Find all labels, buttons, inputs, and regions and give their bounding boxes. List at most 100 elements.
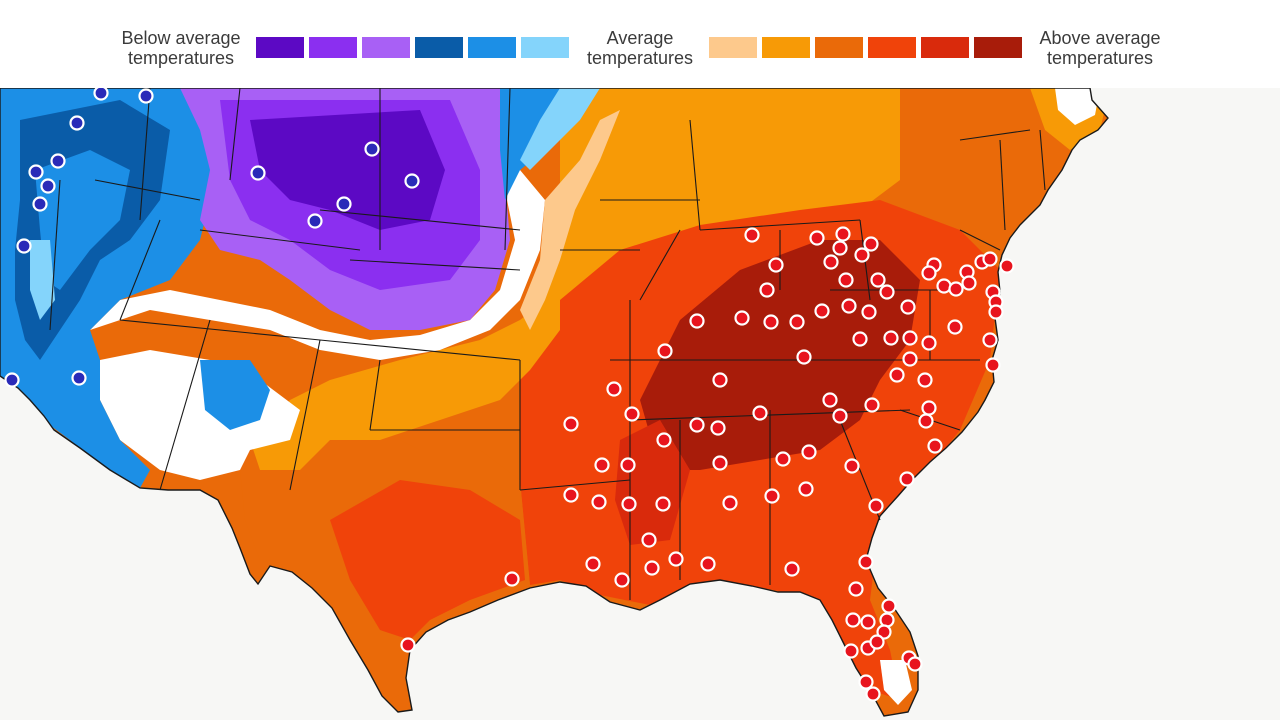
warm-city-marker <box>835 226 851 242</box>
state-border-line <box>639 229 681 301</box>
legend-swatch-above-5 <box>921 37 969 58</box>
warm-city-marker <box>838 272 854 288</box>
warm-city-marker <box>936 278 952 294</box>
warm-city-marker <box>768 257 784 273</box>
warm-city-marker <box>921 400 937 416</box>
warm-city-marker <box>614 572 630 588</box>
cold-city-marker <box>336 196 352 212</box>
warm-city-marker <box>854 247 870 263</box>
warm-city-marker <box>927 438 943 454</box>
warm-city-marker <box>624 406 640 422</box>
warm-city-marker <box>504 571 520 587</box>
cold-city-marker <box>307 213 323 229</box>
legend-swatch-below-5 <box>468 37 516 58</box>
cold-city-marker <box>50 153 66 169</box>
warm-city-marker <box>656 432 672 448</box>
warm-city-marker <box>689 313 705 329</box>
warm-city-marker <box>764 488 780 504</box>
state-border-line <box>94 179 201 201</box>
warm-city-marker <box>868 498 884 514</box>
warm-city-marker <box>784 561 800 577</box>
warm-city-marker <box>921 335 937 351</box>
field-west-mid-blue <box>35 150 130 290</box>
map-canvas <box>0 88 1280 720</box>
warm-city-marker <box>563 416 579 432</box>
warm-city-marker <box>902 330 918 346</box>
cold-city-marker <box>28 164 44 180</box>
warm-city-marker <box>796 349 812 365</box>
field-west-light-blue <box>30 240 55 320</box>
cold-city-marker <box>93 88 109 101</box>
legend-swatch-below-3 <box>362 37 410 58</box>
warm-city-marker <box>921 265 937 281</box>
warm-city-marker <box>907 656 923 672</box>
legend-above-line1: Above average <box>1039 28 1161 48</box>
state-border-line <box>959 129 1031 141</box>
warm-city-marker <box>621 496 637 512</box>
warm-city-marker <box>620 457 636 473</box>
legend-below-line1: Below average <box>121 28 241 48</box>
state-border-line <box>159 319 211 491</box>
field-purple-dark <box>250 110 445 230</box>
warm-city-marker <box>594 457 610 473</box>
warm-city-marker <box>845 612 861 628</box>
field-mississippi-dark-red <box>615 420 690 545</box>
warm-city-marker <box>879 612 895 628</box>
warm-city-marker <box>982 251 998 267</box>
state-border-line <box>199 229 361 251</box>
cold-city-marker <box>138 88 154 104</box>
cold-city-marker <box>40 178 56 194</box>
state-border-line <box>229 88 241 181</box>
warm-city-marker <box>869 634 885 650</box>
warm-city-marker <box>889 367 905 383</box>
warm-city-marker <box>982 332 998 348</box>
warm-city-marker <box>744 227 760 243</box>
legend-swatch-above-4 <box>868 37 916 58</box>
warm-city-marker <box>759 282 775 298</box>
warm-city-marker <box>844 458 860 474</box>
state-border-line <box>319 339 521 361</box>
state-border-line <box>319 209 521 231</box>
warm-city-marker <box>899 471 915 487</box>
us-map-svg <box>0 88 1280 720</box>
field-maine-average <box>1055 88 1100 125</box>
warm-city-marker <box>657 343 673 359</box>
legend-swatch-above-3 <box>815 37 863 58</box>
warm-city-marker <box>809 230 825 246</box>
state-border-line <box>959 229 1001 251</box>
legend-swatch-below-6 <box>521 37 569 58</box>
cold-city-marker <box>364 141 380 157</box>
warm-city-marker <box>858 554 874 570</box>
legend-above-line2: temperatures <box>1046 48 1154 68</box>
legend-swatch-below-2 <box>309 37 357 58</box>
warm-city-marker <box>860 614 876 630</box>
warm-city-marker <box>668 551 684 567</box>
warm-city-marker <box>918 413 934 429</box>
warm-city-marker <box>585 556 601 572</box>
warm-city-marker <box>832 240 848 256</box>
warm-city-marker <box>712 372 728 388</box>
warm-city-marker <box>858 674 874 690</box>
warm-city-marker <box>999 258 1015 274</box>
field-midwest-light-orange <box>520 110 620 330</box>
warm-city-marker <box>789 314 805 330</box>
warm-city-marker <box>985 357 1001 373</box>
legend-swatch-below-4 <box>415 37 463 58</box>
state-border-line <box>504 88 511 251</box>
cold-city-marker <box>32 196 48 212</box>
cold-city-marker <box>71 370 87 386</box>
warm-city-marker <box>843 643 859 659</box>
state-border-line <box>1039 129 1046 191</box>
state-border-line <box>349 259 521 271</box>
warm-city-marker <box>752 405 768 421</box>
legend-average-line2: temperatures <box>586 48 694 68</box>
warm-city-marker <box>864 397 880 413</box>
warm-city-marker <box>883 330 899 346</box>
warm-city-marker <box>823 254 839 270</box>
warm-city-marker <box>644 560 660 576</box>
legend-above-label: Above average temperatures <box>1028 28 1172 68</box>
warm-city-marker <box>814 303 830 319</box>
warm-city-marker <box>879 284 895 300</box>
state-border-line <box>369 359 381 431</box>
